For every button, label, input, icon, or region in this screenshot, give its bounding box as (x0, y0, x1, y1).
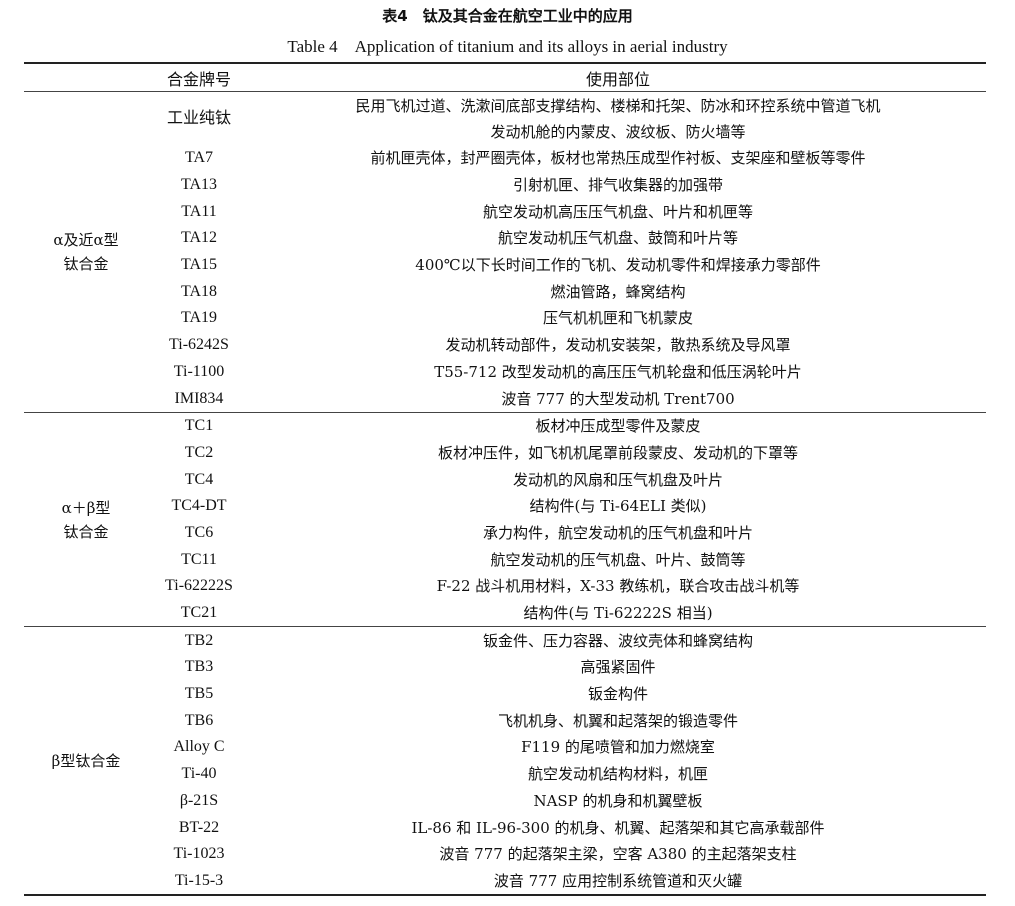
alloy-use: F119 的尾喷管和加力燃烧室 (521, 738, 715, 757)
table-row: β-21S NASP 的机身和机翼壁板 (24, 788, 986, 815)
alloy-use: 航空发动机结构材料，机匣 (527, 765, 708, 784)
table-row: Ti-1023 波音 777 的起落架主梁，空客 A380 的主起落架支柱 (24, 841, 986, 868)
alloy-grade: TA19 (180, 309, 218, 327)
table-row: Ti-6242S 发动机转动部件，发动机安装架，散热系统及导风罩 (24, 332, 986, 359)
table-title-en: Table 4 Application of titanium and its … (287, 37, 728, 56)
alloy-use: 前机匣壳体，封严圈壳体，板材也常热压成型作衬板、支架座和壁板等零件 (370, 149, 866, 168)
header-group (24, 62, 148, 92)
table-row: TB6 飞机机身、机翼和起落架的锻造零件 (24, 707, 986, 734)
alloy-use: IL-86 和 IL-96-300 的机身、机翼、起落架和其它高承载部件 (411, 818, 825, 837)
table-row: α及近α型 钛合金 工业纯钛 民用飞机过道、洗漱间底部支撑结构、楼梯和托架、防冰和环… (24, 91, 986, 413)
alloy-grade: Alloy C (173, 738, 225, 756)
table-row: TA13 引射机匣、排气收集器的加强带 (24, 172, 986, 199)
table-row: TC4-DT 结构件(与 Ti-64ELI 类似) (24, 493, 986, 520)
alloy-grade: TC1 (148, 411, 250, 440)
alloy-use: F-22 战斗机用材料，X-33 教练机，联合攻击战斗机等 (436, 577, 800, 596)
alloy-grade: TA7 (184, 149, 214, 167)
alloy-use: 发动机转动部件，发动机安装架，散热系统及导风罩 (445, 336, 791, 355)
alloy-grade: Ti-6242S (169, 336, 229, 354)
alloy-use: 高强紧固件 (580, 658, 656, 677)
alloy-use: 钣金件、压力容器、波纹壳体和蜂窝结构 (250, 626, 986, 655)
table-row: TA18 燃油管路，蜂窝结构 (24, 278, 986, 305)
alloy-use: 波音 777 的大型发动机 Trent700 (501, 389, 735, 408)
alloy-use: 航空发动机压气机盘、鼓筒和叶片等 (497, 229, 738, 248)
alloy-application-table: 合金牌号 使用部位 α及近α型 钛合金 工业纯钛 民用飞机过道、洗漱间底部支撑结构、… (24, 62, 986, 897)
table-row: TC6 承力构件，航空发动机的压气机盘和叶片 (24, 520, 986, 547)
alloy-use: 板材冲压件，如飞机机尾罩前段蒙皮、发动机的下罩等 (437, 443, 798, 462)
table-row: Ti-15-3 波音 777 应用控制系统管道和灭火罐 (24, 867, 986, 897)
alloy-use: 波音 777 的起落架主梁，空客 A380 的主起落架支柱 (439, 845, 797, 864)
alloy-grade: TA13 (180, 176, 218, 194)
alloy-use: 民用飞机过道、洗漱间底部支撑结构、楼梯和托架、防冰和环控系统中管道飞机 发动机舱… (250, 91, 986, 145)
alloy-use: 结构件(与 Ti-64ELI 类似) (529, 497, 707, 516)
alloy-grade: TB3 (184, 658, 214, 676)
alloy-use: 发动机的风扇和压气机盘及叶片 (512, 470, 723, 489)
alloy-grade: TC11 (181, 550, 217, 568)
header-grade: 合金牌号 (148, 62, 250, 92)
alloy-use: 波音 777 应用控制系统管道和灭火罐 (250, 867, 986, 897)
table-body: α及近α型 钛合金 工业纯钛 民用飞机过道、洗漱间底部支撑结构、楼梯和托架、防冰和环… (24, 91, 986, 897)
alloy-use: 结构件(与 Ti-62222S 相当) (523, 604, 713, 623)
table-row: IMI834 波音 777 的大型发动机 Trent700 (24, 385, 986, 412)
group-label: α＋β型 钛合金 (24, 411, 148, 627)
alloy-grade: TC21 (180, 604, 218, 622)
table-row: TC11 航空发动机的压气机盘、叶片、鼓筒等 (24, 546, 986, 573)
alloy-grade: Ti-1023 (173, 845, 225, 863)
alloy-grade: IMI834 (174, 389, 224, 407)
alloy-grade: β-21S (179, 791, 219, 809)
alloy-grade: TA18 (180, 282, 218, 300)
alloy-use: 引射机匣、排气收集器的加强带 (512, 176, 723, 195)
group-label: β型钛合金 (24, 626, 148, 897)
table-row: BT-22 IL-86 和 IL-96-300 的机身、机翼、起落架和其它高承载部… (24, 814, 986, 841)
table-row: Alloy C F119 的尾喷管和加力燃烧室 (24, 734, 986, 761)
alloy-grade: 工业纯钛 (148, 91, 250, 145)
table-row: TA12 航空发动机压气机盘、鼓筒和叶片等 (24, 225, 986, 252)
alloy-grade: TC2 (184, 443, 214, 461)
header-row: 合金牌号 使用部位 (24, 62, 986, 92)
alloy-use: 航空发动机高压压气机盘、叶片和机匣等 (482, 202, 753, 221)
alloy-use: 400℃以下长时间工作的飞机、发动机零件和焊接承力零部件 (415, 256, 821, 275)
table-row: TC21 结构件(与 Ti-62222S 相当) (24, 600, 986, 627)
alloy-grade: TC4-DT (171, 497, 227, 515)
alloy-grade: Ti-1100 (173, 362, 225, 380)
table-row: TA11 航空发动机高压压气机盘、叶片和机匣等 (24, 198, 986, 225)
table-row: TA19 压气机机匣和飞机蒙皮 (24, 305, 986, 332)
alloy-grade: Ti-15-3 (148, 867, 250, 897)
table-row: TC2 板材冲压件，如飞机机尾罩前段蒙皮、发动机的下罩等 (24, 440, 986, 467)
table-row: TB3 高强紧固件 (24, 654, 986, 681)
alloy-use: 航空发动机的压气机盘、叶片、鼓筒等 (490, 550, 746, 569)
alloy-use: 钣金构件 (587, 685, 648, 704)
alloy-use: 压气机机匣和飞机蒙皮 (542, 309, 693, 328)
table-row: TA7 前机匣壳体，封严圈壳体，板材也常热压成型作衬板、支架座和壁板等零件 (24, 145, 986, 172)
alloy-grade: TC6 (184, 523, 214, 541)
alloy-grade: BT-22 (178, 818, 220, 836)
alloy-grade: TA11 (181, 202, 217, 220)
alloy-grade: TA12 (180, 229, 218, 247)
table-row: TA15 400℃以下长时间工作的飞机、发动机零件和焊接承力零部件 (24, 252, 986, 279)
table-row: Ti-62222S F-22 战斗机用材料，X-33 教练机，联合攻击战斗机等 (24, 573, 986, 600)
table-row: α＋β型 钛合金 TC1 板材冲压成型零件及蒙皮 (24, 411, 986, 627)
table-row: TB5 钣金构件 (24, 681, 986, 708)
group-label: α及近α型 钛合金 (24, 91, 148, 413)
table-row: β型钛合金 TB2 钣金件、压力容器、波纹壳体和蜂窝结构 (24, 626, 986, 897)
alloy-use: NASP 的机身和机翼壁板 (533, 791, 703, 810)
alloy-use: T55-712 改型发动机的高压压气机轮盘和低压涡轮叶片 (434, 362, 802, 381)
alloy-grade: Ti-40 (181, 765, 217, 783)
table-row: TC4 发动机的风扇和压气机盘及叶片 (24, 466, 986, 493)
table-row: Ti-1100 T55-712 改型发动机的高压压气机轮盘和低压涡轮叶片 (24, 359, 986, 386)
table-title-cn: 表4 钛及其合金在航空工业中的应用 (382, 7, 633, 25)
header-use: 使用部位 (250, 62, 986, 92)
alloy-use: 燃油管路，蜂窝结构 (550, 282, 686, 301)
alloy-grade: Ti-62222S (165, 577, 233, 595)
alloy-use: 板材冲压成型零件及蒙皮 (250, 411, 986, 440)
table-row: Ti-40 航空发动机结构材料，机匣 (24, 761, 986, 788)
alloy-grade: TC4 (184, 470, 214, 488)
alloy-grade: TB6 (184, 711, 214, 729)
alloy-use: 飞机机身、机翼和起落架的锻造零件 (497, 711, 738, 730)
alloy-grade: TB2 (148, 626, 250, 655)
alloy-grade: TA15 (180, 256, 218, 274)
alloy-grade: TB5 (184, 685, 214, 703)
alloy-use: 承力构件，航空发动机的压气机盘和叶片 (482, 523, 753, 542)
